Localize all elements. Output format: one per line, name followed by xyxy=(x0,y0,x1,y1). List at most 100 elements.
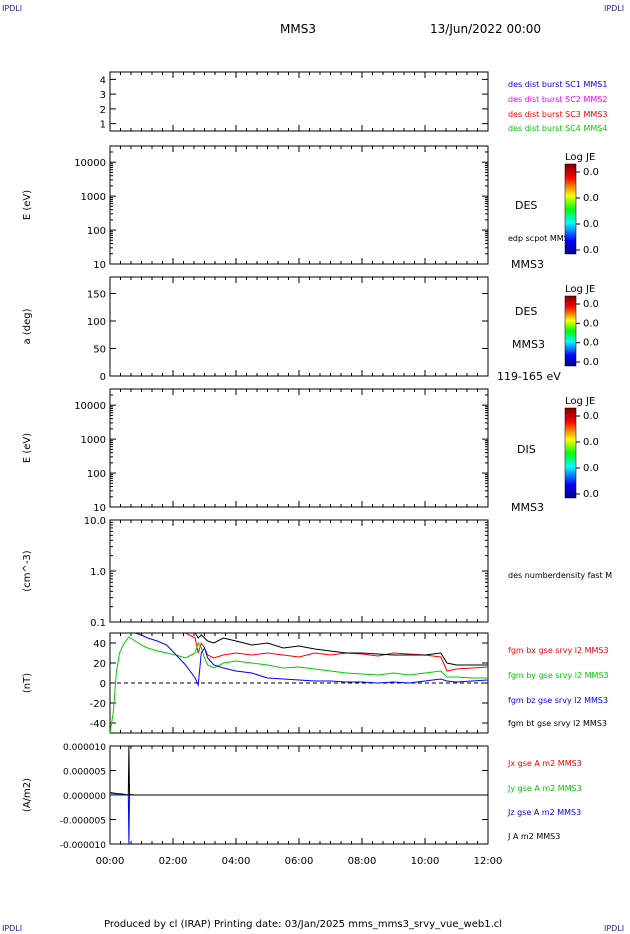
series-line-fgm-bx xyxy=(110,633,488,672)
panel-frame-des-energy xyxy=(109,145,489,265)
series-line-fgm-by xyxy=(110,636,488,733)
panel-side-label: 119-165 eV xyxy=(497,370,561,383)
colorbar-tick-label: 0.0 xyxy=(583,463,599,474)
legend-entry: fgm bt gse srvy l2 MMS3 xyxy=(508,719,607,728)
x-tick-label: 10:00 xyxy=(411,856,440,867)
y-axis-label: (A/m2) xyxy=(22,778,33,812)
y-tick-label: 4 xyxy=(100,75,106,86)
colorbar-tick-label: 0.0 xyxy=(583,193,599,204)
legend-entry: des dist burst SC3 MMS3 xyxy=(508,110,607,119)
panel-side-label: DIS xyxy=(517,443,536,456)
corner-label-top-right: IPDLI xyxy=(604,4,625,13)
y-tick-label: 1 xyxy=(100,120,106,131)
y-tick-label: 100 xyxy=(87,226,106,237)
panel-frame-density xyxy=(109,519,489,623)
x-tick-label: 02:00 xyxy=(159,856,188,867)
y-tick-label: -0.000010 xyxy=(60,841,106,851)
colorbar-scale xyxy=(564,407,577,499)
y-tick-label: 0.000010 xyxy=(63,743,106,753)
panel-frame-dis-energy xyxy=(109,388,489,508)
legend-entry: Jz gse A m2 MMS3 xyxy=(507,808,581,817)
y-tick-label: 0.000005 xyxy=(63,768,106,778)
series-line-fgm-bt xyxy=(110,633,488,666)
colorbar-scale xyxy=(564,295,577,367)
x-tick-label: 08:00 xyxy=(348,856,377,867)
colorbar-tick-label: 0.0 xyxy=(583,299,599,310)
colorbar-tick-label: 0.0 xyxy=(583,489,599,500)
x-tick-label: 06:00 xyxy=(285,856,314,867)
colorbar-tick-label: 0.0 xyxy=(583,219,599,230)
y-tick-label: 10 xyxy=(93,503,106,514)
y-tick-label: 1000 xyxy=(81,435,106,446)
y-tick-label: 10 xyxy=(93,260,106,271)
y-tick-label: 0 xyxy=(100,679,106,690)
y-tick-label: 10.0 xyxy=(84,516,106,527)
y-tick-label: 0.1 xyxy=(90,618,106,629)
y-tick-label: -0.000005 xyxy=(60,817,106,827)
legend-entry: J A m2 MMS3 xyxy=(507,832,560,841)
legend-entry: des dist burst SC4 MMS4 xyxy=(508,124,607,133)
footer-credits: Produced by cl (IRAP) Printing date: 03/… xyxy=(104,919,503,930)
y-tick-label: 10000 xyxy=(74,158,106,169)
y-tick-label: 2 xyxy=(100,105,106,116)
y-axis-label: E (eV) xyxy=(22,433,33,463)
colorbar-tick-label: 0.0 xyxy=(583,437,599,448)
y-axis-label: (cm^-3) xyxy=(22,550,33,591)
y-tick-label: 150 xyxy=(87,290,106,301)
x-tick-label: 00:00 xyxy=(96,856,125,867)
colorbar-tick-label: 0.0 xyxy=(583,245,599,256)
x-tick-label: 04:00 xyxy=(222,856,251,867)
colorbar-title: Log JE xyxy=(565,152,595,163)
y-tick-label: 20 xyxy=(93,659,106,670)
y-tick-label: 100 xyxy=(87,469,106,480)
panel-side-label: MMS3 xyxy=(512,338,545,351)
legend-entry: des dist burst SC1 MMS1 xyxy=(508,80,607,89)
legend-entry: fgm bx gse srvy l2 MMS3 xyxy=(508,646,609,655)
y-tick-label: 3 xyxy=(100,90,106,101)
panel-side-label: MMS3 xyxy=(511,258,544,271)
legend-entry: des numberdensity fast M xyxy=(508,571,612,580)
y-axis-label: (nT) xyxy=(22,673,33,693)
colorbar-title: Log JE xyxy=(565,284,595,295)
panel-side-label: MMS3 xyxy=(511,501,544,514)
colorbar-scale xyxy=(564,163,577,255)
y-tick-label: 1000 xyxy=(81,192,106,203)
panel-side-label: DES xyxy=(515,199,537,212)
colorbar-tick-label: 0.0 xyxy=(583,338,599,349)
colorbar-title: Log JE xyxy=(565,396,595,407)
corner-label-bottom-left: IPDLI xyxy=(2,924,23,933)
y-tick-label: 0.000000 xyxy=(63,792,106,802)
legend-entry: Jy gse A m2 MMS3 xyxy=(507,784,582,793)
y-tick-label: 50 xyxy=(93,345,106,356)
y-tick-label: -20 xyxy=(90,699,106,710)
series-line-jz-gse xyxy=(110,794,488,844)
series-line-fgm-bz xyxy=(110,633,488,687)
y-tick-label: 0 xyxy=(100,372,106,383)
y-tick-label: 10000 xyxy=(74,401,106,412)
colorbar-tick-label: 0.0 xyxy=(583,411,599,422)
legend-entry: Jx gse A m2 MMS3 xyxy=(507,759,582,768)
legend-entry: fgm by gse srvy l2 MMS3 xyxy=(508,671,609,680)
panel-side-label: DES xyxy=(515,305,537,318)
panel-side-label: edp scpot MMS3 xyxy=(508,234,574,243)
y-tick-label: -40 xyxy=(90,719,106,730)
panel-frame-des-pitch xyxy=(109,276,489,377)
colorbar-tick-label: 0.0 xyxy=(583,167,599,178)
y-tick-label: 100 xyxy=(87,317,106,328)
corner-label-bottom-right: IPDLI xyxy=(604,924,625,933)
series-line-j-a xyxy=(110,746,488,796)
y-axis-label: a (deg) xyxy=(22,308,33,344)
y-tick-label: 1.0 xyxy=(90,567,106,578)
y-axis-label: E (eV) xyxy=(22,190,33,220)
panel-frame-burst xyxy=(109,71,489,132)
x-tick-label: 12:00 xyxy=(474,856,503,867)
colorbar-tick-label: 0.0 xyxy=(583,318,599,329)
y-tick-label: 40 xyxy=(93,639,106,650)
corner-label-top-left: IPDLI xyxy=(2,4,23,13)
legend-entry: fgm bz gse srvy l2 MMS3 xyxy=(508,696,608,705)
spacecraft-title: MMS3 xyxy=(280,22,316,36)
date-title: 13/Jun/2022 00:00 xyxy=(430,22,542,36)
colorbar-tick-label: 0.0 xyxy=(583,357,599,368)
legend-entry: des dist burst SC2 MMS2 xyxy=(508,95,607,104)
